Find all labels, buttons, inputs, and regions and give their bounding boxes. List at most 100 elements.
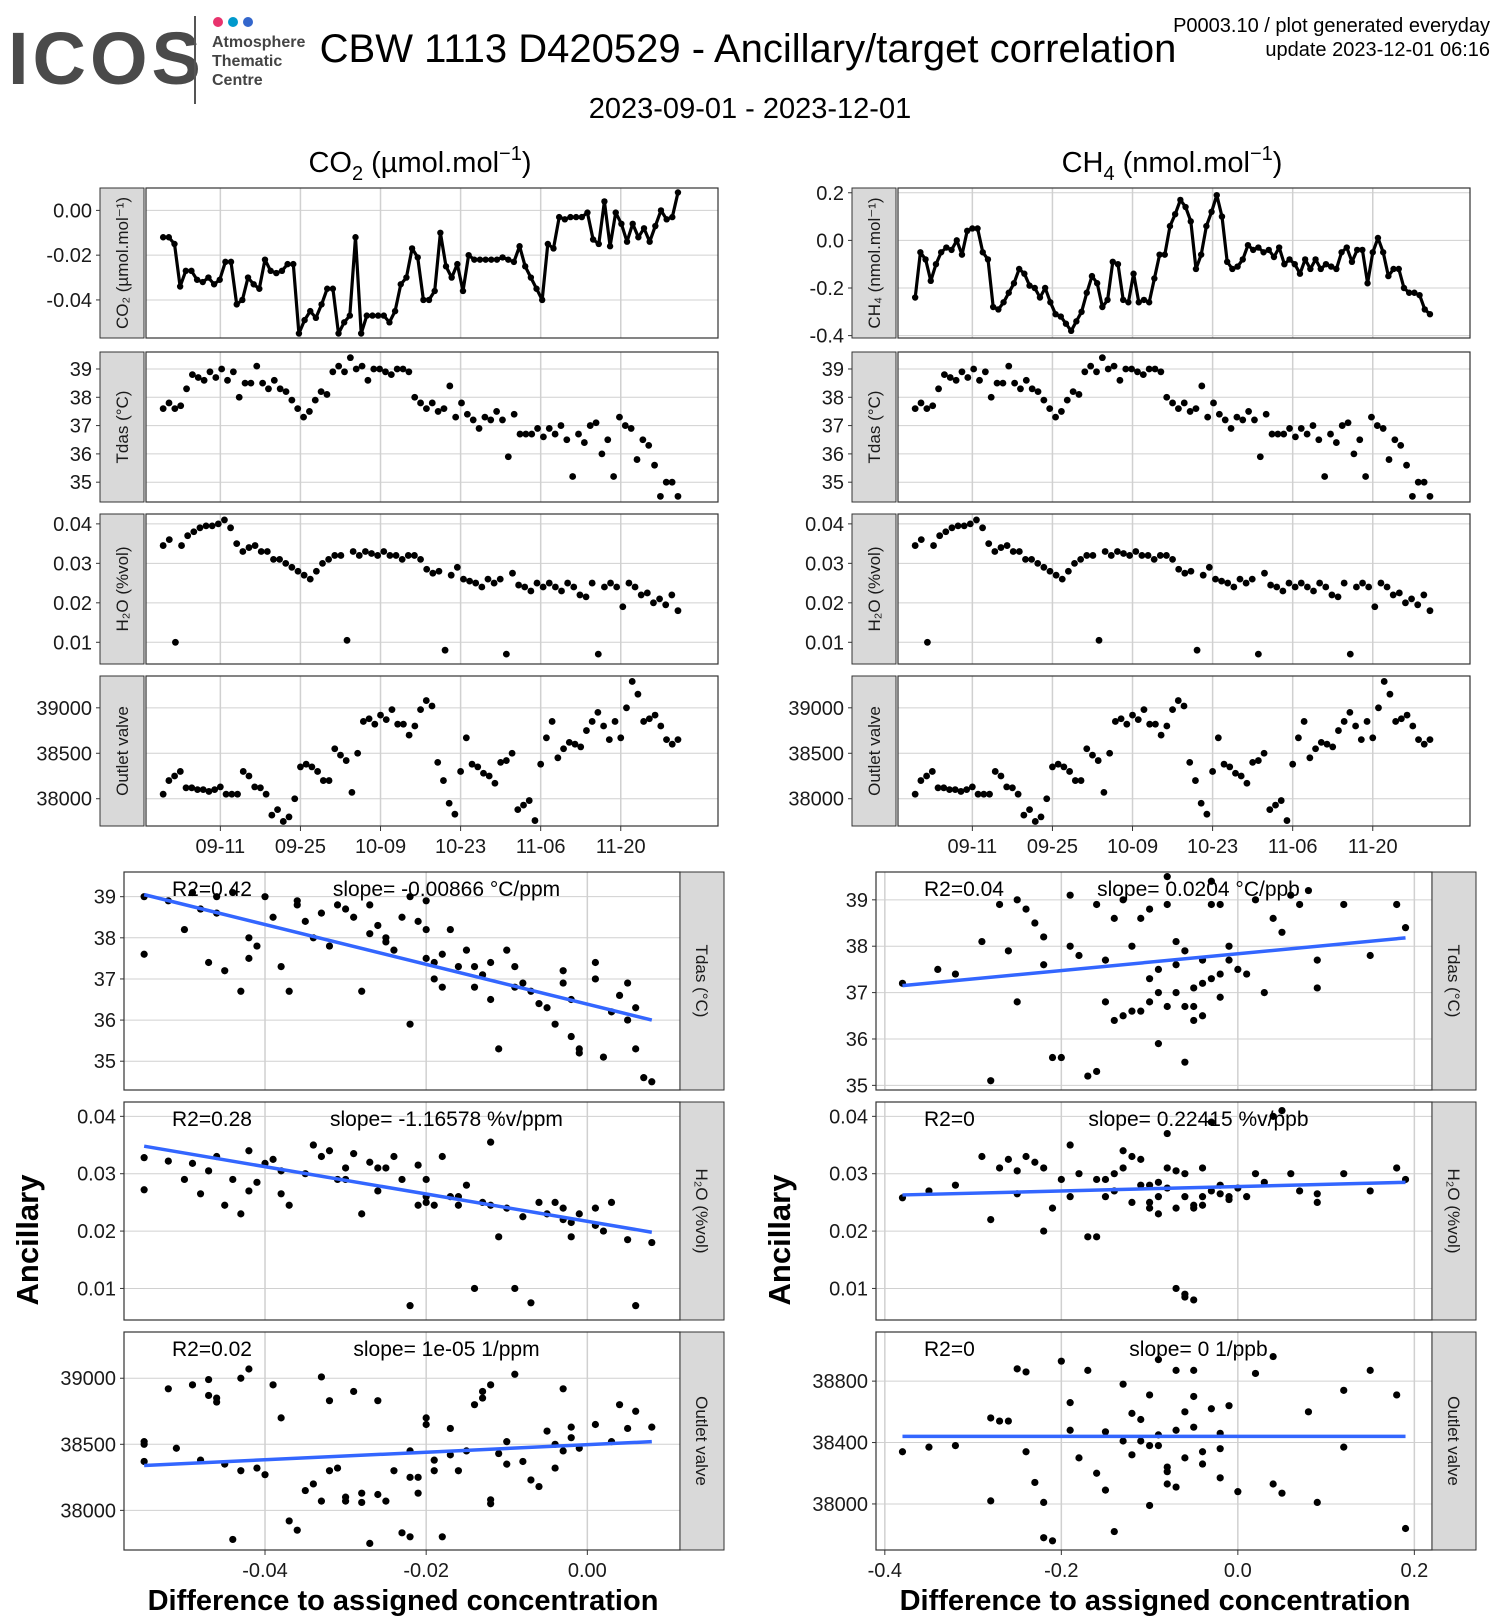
data-point: [612, 209, 619, 216]
data-point: [632, 1045, 640, 1053]
slope-annotation: slope= 1e-05 1/ppm: [353, 1338, 539, 1361]
data-point: [519, 979, 527, 987]
data-point: [1022, 1448, 1030, 1456]
data-point: [1126, 552, 1134, 559]
scatter-panel-1-2: R2=0 slope= 0 1/ppb 38000 38400 38800 -0.4 -0.…: [812, 1331, 1433, 1582]
data-point: [1365, 583, 1373, 591]
y-tick-label: 38: [822, 387, 844, 409]
data-point: [1026, 806, 1033, 814]
data-point: [462, 1181, 471, 1189]
ts-1-3-strip-label: Outlet valve: [865, 706, 884, 796]
data-point: [358, 1498, 366, 1507]
data-point: [1245, 408, 1253, 415]
data-point: [540, 433, 547, 441]
data-point: [570, 583, 578, 591]
data-point: [594, 650, 602, 658]
data-point: [1169, 706, 1176, 714]
data-point: [627, 425, 635, 432]
y-tick-label: -0.4: [810, 326, 844, 348]
data-point: [342, 757, 350, 764]
data-point: [1119, 1164, 1127, 1172]
data-point: [1340, 1443, 1348, 1451]
data-point: [261, 256, 269, 263]
y-tick-label: 0.04: [829, 1106, 868, 1128]
data-point: [544, 240, 552, 248]
data-point: [511, 1370, 519, 1378]
data-point: [269, 913, 277, 921]
data-point: [1110, 362, 1118, 370]
fit-line: [902, 1180, 1406, 1197]
data-point: [462, 946, 471, 954]
data-point: [301, 316, 308, 324]
r2-annotation: R2=0: [924, 1108, 975, 1131]
data-point: [618, 220, 625, 228]
data-point: [406, 1473, 414, 1481]
data-point: [604, 436, 612, 444]
data-point: [228, 790, 236, 798]
data-point: [1203, 222, 1210, 230]
data-point: [995, 900, 1004, 909]
data-point: [543, 1004, 551, 1012]
data-point: [615, 991, 624, 999]
data-point: [1251, 1369, 1260, 1378]
data-point: [1075, 1454, 1083, 1462]
data-point: [1109, 258, 1116, 266]
data-point: [172, 638, 179, 646]
data-point: [386, 552, 394, 559]
data-point: [269, 1155, 277, 1163]
data-point: [923, 405, 931, 413]
data-point: [376, 365, 384, 373]
data-point: [301, 917, 309, 925]
data-point: [1216, 900, 1224, 909]
data-point: [335, 330, 342, 337]
data-point: [1350, 450, 1358, 458]
data-point: [308, 763, 316, 771]
data-point: [293, 1526, 301, 1534]
data-point: [651, 461, 658, 469]
data-point: [1040, 961, 1048, 969]
data-point: [1181, 1193, 1189, 1201]
data-point: [613, 583, 621, 591]
data-point: [1265, 246, 1272, 254]
data-point: [462, 734, 470, 742]
data-point: [471, 256, 478, 263]
sc-0-2-strip-label: Outlet valve: [692, 1396, 711, 1486]
data-point: [1291, 260, 1298, 268]
data-point: [1190, 1423, 1198, 1431]
data-point: [1190, 984, 1198, 992]
data-point: [545, 579, 553, 587]
data-point: [567, 213, 574, 221]
data-point: [478, 1387, 487, 1396]
data-point: [237, 987, 245, 995]
meta-line-1: P0003.10 / plot generated everyday: [1173, 15, 1490, 37]
data-point: [194, 786, 201, 794]
ts-0-0-strip: [99, 187, 145, 339]
data-point: [1163, 1468, 1171, 1476]
data-point: [188, 888, 197, 897]
data-point: [411, 393, 419, 401]
data-point: [408, 245, 416, 252]
data-point: [1057, 1357, 1065, 1365]
data-point: [1218, 213, 1226, 220]
data-point: [497, 758, 505, 766]
slope-annotation: slope= -0.00866 °C/ppm: [333, 878, 560, 901]
data-point: [535, 1000, 543, 1008]
data-point: [985, 540, 993, 548]
data-point: [341, 368, 348, 376]
x-tick-label: -0.4: [868, 1560, 902, 1582]
data-point: [1060, 763, 1068, 771]
data-point: [610, 473, 618, 480]
data-point: [374, 1187, 382, 1195]
data-point: [1157, 731, 1165, 739]
data-point: [1313, 1190, 1321, 1198]
data-point: [991, 548, 999, 555]
data-point: [251, 783, 259, 791]
data-point: [394, 720, 402, 728]
data-point: [1003, 542, 1011, 549]
data-point: [1000, 299, 1007, 306]
fit-line: [143, 1144, 653, 1234]
data-point: [1375, 704, 1382, 712]
data-point: [586, 422, 594, 429]
data-point: [519, 1213, 527, 1221]
data-point: [616, 413, 623, 421]
